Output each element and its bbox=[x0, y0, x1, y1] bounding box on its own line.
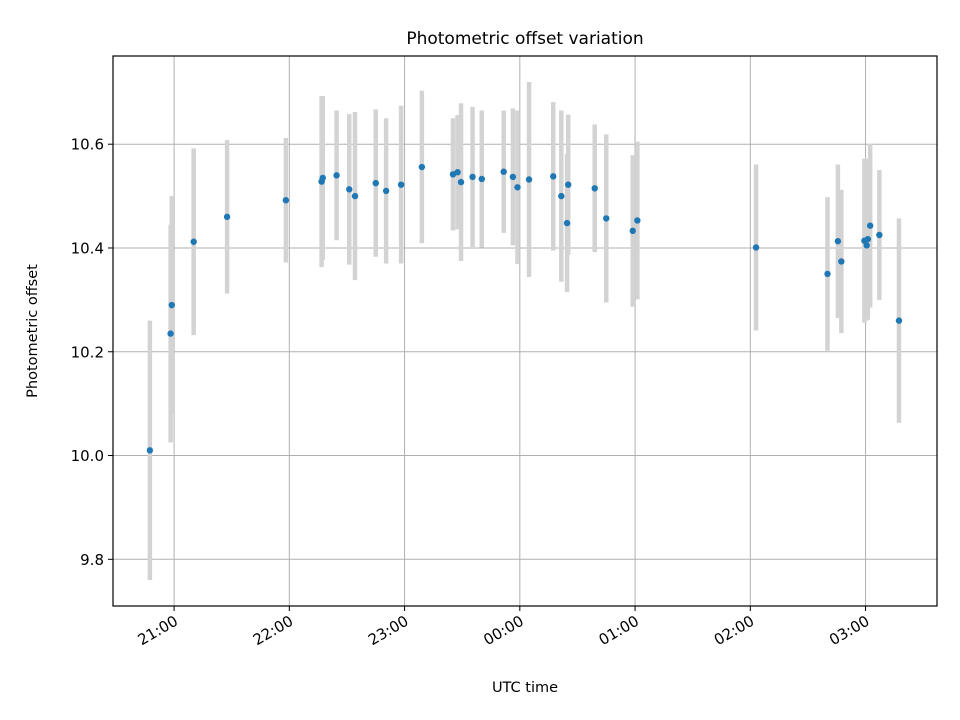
data-point bbox=[838, 258, 845, 265]
data-point bbox=[469, 173, 476, 181]
plot-frame bbox=[112, 55, 938, 607]
chart-title: Photometric offset variation bbox=[406, 29, 643, 49]
data-point bbox=[629, 227, 636, 235]
y-tick-label: 10.2 bbox=[71, 343, 104, 361]
y-tick-label: 10.4 bbox=[71, 239, 104, 257]
y-tick-label: 10.6 bbox=[71, 136, 104, 154]
data-point bbox=[478, 175, 485, 183]
data-point bbox=[333, 172, 340, 179]
data-point bbox=[863, 242, 870, 249]
y-tick-label: 9.8 bbox=[80, 551, 104, 569]
data-point bbox=[397, 181, 405, 188]
data-point bbox=[864, 235, 872, 243]
data-point bbox=[346, 186, 353, 193]
data-point bbox=[634, 217, 641, 224]
data-point bbox=[282, 197, 290, 204]
data-point bbox=[500, 168, 507, 175]
data-point bbox=[514, 184, 521, 191]
data-point bbox=[824, 270, 831, 278]
data-point bbox=[146, 447, 154, 454]
data-point bbox=[603, 215, 610, 222]
data-point bbox=[563, 219, 571, 227]
data-point bbox=[565, 181, 572, 188]
data-point bbox=[558, 192, 565, 200]
data-point bbox=[382, 187, 390, 195]
data-point bbox=[752, 244, 760, 251]
data-point bbox=[866, 222, 874, 229]
data-point bbox=[372, 179, 379, 187]
data-point bbox=[457, 178, 465, 186]
data-point bbox=[525, 176, 533, 183]
data-point bbox=[895, 317, 903, 324]
y-axis-ticks: 9.8 10.0 10.2 10.4 10.6 bbox=[71, 136, 113, 569]
data-point bbox=[190, 238, 197, 245]
data-point bbox=[418, 163, 426, 171]
data-point bbox=[454, 169, 461, 176]
data-point bbox=[591, 185, 598, 192]
data-point bbox=[168, 301, 175, 309]
data-point bbox=[834, 238, 842, 245]
data-point bbox=[351, 192, 359, 200]
data-point bbox=[319, 174, 326, 182]
data-point bbox=[550, 173, 557, 180]
y-tick-label: 10.0 bbox=[71, 447, 104, 465]
data-point bbox=[876, 231, 883, 239]
x-axis-label: UTC time bbox=[492, 680, 558, 696]
data-point bbox=[223, 213, 231, 221]
data-point bbox=[167, 330, 174, 337]
data-point bbox=[509, 173, 517, 181]
grid bbox=[113, 56, 937, 606]
y-axis-label: Photometric offset bbox=[25, 264, 41, 398]
data-points bbox=[146, 163, 903, 454]
